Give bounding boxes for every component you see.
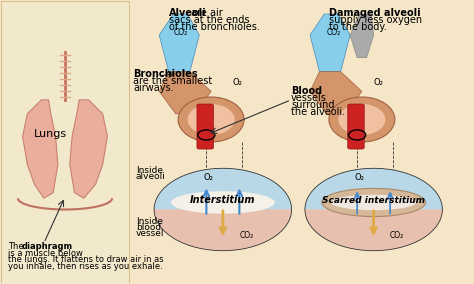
Ellipse shape [329, 97, 395, 142]
Circle shape [155, 169, 291, 250]
Text: Alveoli: Alveoli [169, 9, 206, 18]
Text: vessel: vessel [136, 229, 164, 239]
Ellipse shape [171, 191, 275, 214]
Text: blood: blood [136, 223, 161, 232]
Text: are air: are air [188, 9, 222, 18]
Text: O₂: O₂ [204, 173, 214, 182]
Text: is a muscle below: is a muscle below [9, 249, 83, 258]
Text: diaphragm: diaphragm [22, 242, 73, 251]
Text: Scarred interstitium: Scarred interstitium [322, 196, 425, 205]
Ellipse shape [322, 191, 426, 214]
Text: Lungs: Lungs [34, 129, 67, 139]
Text: you inhale, then rises as you exhale.: you inhale, then rises as you exhale. [9, 262, 163, 271]
Wedge shape [155, 169, 291, 210]
Wedge shape [305, 169, 442, 210]
Ellipse shape [331, 195, 416, 210]
Text: airways.: airways. [133, 83, 174, 93]
Text: The: The [9, 242, 27, 251]
Text: to the body.: to the body. [329, 22, 387, 32]
FancyBboxPatch shape [348, 104, 364, 149]
Text: alveoli: alveoli [136, 172, 165, 181]
Ellipse shape [322, 188, 426, 216]
Text: CO₂: CO₂ [173, 28, 188, 37]
Polygon shape [310, 14, 350, 72]
Polygon shape [23, 100, 58, 198]
Polygon shape [159, 14, 199, 72]
FancyBboxPatch shape [1, 1, 128, 283]
Ellipse shape [188, 104, 235, 135]
Wedge shape [305, 210, 442, 250]
Text: vessels: vessels [291, 93, 327, 103]
Text: CO₂: CO₂ [390, 231, 404, 240]
Text: Inside: Inside [136, 166, 163, 175]
Ellipse shape [171, 193, 275, 212]
Text: sacs at the ends: sacs at the ends [169, 15, 249, 26]
FancyBboxPatch shape [197, 104, 213, 149]
Text: Damaged alveoli: Damaged alveoli [329, 9, 420, 18]
Text: surround: surround [291, 100, 335, 110]
Circle shape [305, 169, 442, 250]
Text: Bronchioles: Bronchioles [133, 69, 198, 79]
Ellipse shape [178, 97, 244, 142]
Ellipse shape [338, 104, 385, 135]
Text: O₂: O₂ [374, 78, 383, 87]
Text: supply less oxygen: supply less oxygen [329, 15, 422, 26]
Text: Blood: Blood [291, 86, 322, 96]
Polygon shape [159, 72, 211, 114]
Polygon shape [310, 72, 362, 114]
Polygon shape [350, 14, 374, 58]
Text: are the smallest: are the smallest [133, 76, 212, 86]
Text: CO₂: CO₂ [327, 28, 341, 37]
Text: O₂: O₂ [355, 173, 365, 182]
Text: of the bronchioles.: of the bronchioles. [169, 22, 260, 32]
Text: the alveoli.: the alveoli. [291, 107, 346, 117]
Polygon shape [70, 100, 108, 198]
Text: Inside: Inside [136, 216, 163, 225]
Text: O₂: O₂ [232, 78, 242, 87]
Text: the lungs. It flattens to draw air in as: the lungs. It flattens to draw air in as [9, 255, 164, 264]
Text: CO₂: CO₂ [239, 231, 254, 240]
Wedge shape [155, 210, 291, 250]
Text: Interstitium: Interstitium [190, 195, 255, 205]
